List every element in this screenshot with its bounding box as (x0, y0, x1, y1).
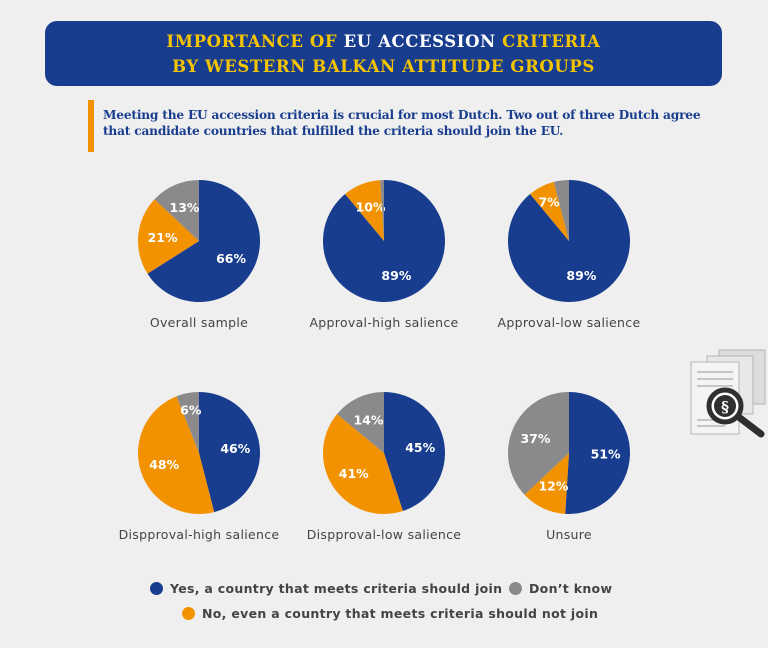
title-part-2: EU ACCESSION (343, 31, 503, 51)
pie-4-slice-yes (199, 392, 260, 513)
legend-dont-know: Don’t know (509, 581, 612, 596)
pie-6-label-no: 12% (538, 479, 568, 494)
pie-1-caption: Overall sample (149, 315, 249, 330)
legend-yes-label: Yes, a country that meets criteria shoul… (170, 581, 503, 596)
subtitle: Meeting the EU accession criteria is cru… (103, 108, 701, 138)
pie-6-label-dont-know: 37% (520, 431, 550, 446)
pie-2-caption: Approval-high salience (309, 315, 459, 330)
pie-3-label-no: 7% (538, 194, 560, 209)
pie-5-slice-no (323, 414, 403, 514)
pie-2-label-yes: 89% (381, 268, 411, 283)
pie-5-slice-dont-know (336, 392, 384, 453)
subtitle-accent-bar (88, 100, 94, 152)
pie-6-caption: Unsure (546, 527, 592, 542)
pie-6-label-yes: 51% (591, 447, 621, 462)
legend-yes: Yes, a country that meets criteria shoul… (150, 581, 502, 596)
pie-4-label-yes: 46% (220, 441, 250, 456)
pie-1-label-no: 21% (148, 230, 178, 245)
legend-dont-know-label: Don’t know (529, 581, 613, 596)
pie-5-caption: Dispproval-low salience (306, 527, 462, 542)
title-banner: IMPORTANCE OF EU ACCESSION CRITERIA BY W… (45, 21, 722, 86)
pie-3-slice-yes (507, 180, 630, 302)
pie-1-label-yes: 66% (216, 251, 246, 266)
title-part-3: CRITERIA (502, 31, 601, 51)
pie-3-caption: Approval-low salience (497, 315, 641, 330)
pie-4-label-no: 48% (149, 457, 179, 472)
pie-6-slice-dont-know (508, 392, 569, 495)
title-line-2: BY WESTERN BALKAN ATTITUDE GROUPS (172, 56, 595, 76)
pie-2-label-no: 10% (356, 199, 386, 214)
pie-1-slice-no (138, 199, 199, 274)
pie-5-label-no: 41% (339, 466, 369, 481)
pie-3-label-yes: 89% (566, 268, 596, 283)
legend-no-label: No, even a country that meets criteria s… (202, 606, 599, 621)
pie-5-label-dont-know: 14% (353, 412, 383, 427)
document-search-icon: § (690, 349, 766, 438)
pie-6-slice-yes (565, 392, 630, 514)
legend-no-swatch (182, 607, 195, 620)
pie-4-slice-no (138, 396, 215, 514)
pie-5-slice-yes (384, 392, 445, 512)
pie-2-slice-dont-know (380, 180, 384, 241)
legend-yes-swatch (150, 582, 163, 595)
pie-1-slice-yes (147, 180, 261, 302)
pie-4-slice-dont-know (176, 392, 199, 453)
legend-dont-know-swatch (509, 582, 522, 595)
pie-1-slice-dont-know (154, 179, 199, 241)
pie-1-label-dont-know: 13% (170, 200, 200, 215)
pie-3-slice-dont-know (553, 180, 569, 241)
title-line-1: IMPORTANCE OF EU ACCESSION CRITERIA (166, 29, 600, 54)
pie-5-label-yes: 45% (405, 440, 435, 455)
title-part-1: IMPORTANCE OF (166, 31, 344, 51)
pie-2-slice-no (345, 180, 384, 241)
pie-4-label-dont-know: 6% (180, 402, 202, 417)
pie-4-caption: Dispproval-high salience (118, 527, 280, 542)
pie-3-slice-no (530, 181, 569, 241)
svg-text:§: § (721, 398, 729, 416)
legend-no: No, even a country that meets criteria s… (182, 606, 598, 621)
pie-6-slice-no (524, 453, 569, 514)
